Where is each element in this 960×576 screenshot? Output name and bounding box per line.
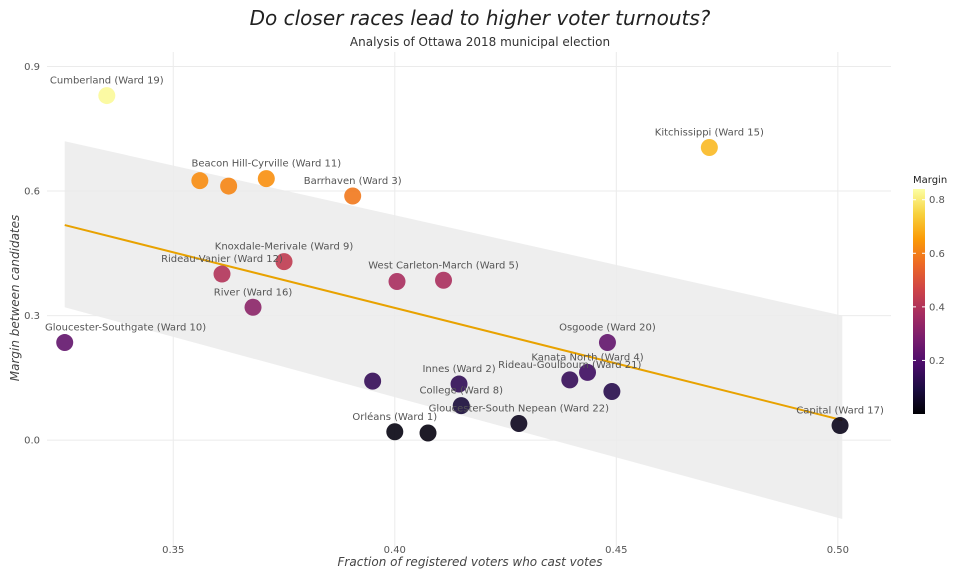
point-label: Beacon Hill-Cyrville (Ward 11) xyxy=(191,159,341,170)
point-label: Rideau-Goulbourn (Ward 21) xyxy=(498,360,641,371)
point-label: River (Ward 16) xyxy=(214,287,293,298)
data-point xyxy=(275,253,293,271)
legend-tick-label: 0.8 xyxy=(929,195,945,206)
legend-title: Margin xyxy=(913,175,947,186)
point-label: Innes (Ward 2) xyxy=(422,364,495,375)
data-point xyxy=(579,363,597,381)
confidence-band-area xyxy=(64,141,843,519)
chart-title: Do closer races lead to higher voter tur… xyxy=(249,6,711,30)
point-labels: Cumberland (Ward 19) Kitchissippi (Ward 1… xyxy=(45,76,884,423)
x-tick-label: 0.45 xyxy=(605,545,627,556)
y-axis-title: Margin between candidates xyxy=(8,215,22,382)
y-tick-label: 0.6 xyxy=(24,187,40,198)
regression-line xyxy=(64,224,843,422)
y-tick-label: 0.0 xyxy=(24,436,40,447)
legend-tick-label: 0.4 xyxy=(929,302,945,313)
data-point xyxy=(452,397,470,415)
point-label: Rideau-Vanier (Ward 12) xyxy=(161,254,283,265)
data-point xyxy=(419,424,437,442)
point-label: Knoxdale-Merivale (Ward 9) xyxy=(215,242,354,253)
point-label: Capital (Ward 17) xyxy=(796,406,884,417)
data-point xyxy=(561,371,579,389)
point-label: Cumberland (Ward 19) xyxy=(50,76,164,87)
trend-line xyxy=(64,224,843,422)
data-point xyxy=(386,423,404,441)
y-tick-label: 0.3 xyxy=(24,311,40,322)
data-point xyxy=(603,383,621,401)
point-label: Kitchissippi (Ward 15) xyxy=(655,127,764,138)
data-point xyxy=(388,273,406,291)
data-point xyxy=(598,334,616,352)
data-point xyxy=(344,187,362,205)
data-point xyxy=(450,375,468,393)
x-axis-title: Fraction of registered voters who cast v… xyxy=(338,555,603,569)
confidence-band xyxy=(64,141,843,519)
y-tick-label: 0.9 xyxy=(24,62,40,73)
x-tick-label: 0.35 xyxy=(162,545,184,556)
data-point xyxy=(213,265,231,283)
y-axis-ticks: 0.0 0.3 0.6 0.9 xyxy=(24,62,40,447)
point-label: Kanata North (Ward 4) xyxy=(531,352,643,363)
data-point xyxy=(364,372,382,390)
data-point xyxy=(831,417,849,435)
data-point xyxy=(220,177,238,195)
data-point xyxy=(257,170,275,188)
x-tick-label: 0.40 xyxy=(384,545,406,556)
data-point xyxy=(98,87,116,105)
legend-tick-label: 0.6 xyxy=(929,249,945,260)
legend-colorbar xyxy=(913,189,925,414)
color-legend: Margin 0.2 0.4 0.6 0.8 xyxy=(913,175,947,414)
data-point xyxy=(191,172,209,190)
data-point xyxy=(244,298,262,316)
data-point xyxy=(510,414,528,432)
data-point xyxy=(56,334,74,352)
point-label: Orléans (Ward 1) xyxy=(352,411,437,423)
point-label: Barrhaven (Ward 3) xyxy=(304,176,402,187)
point-label: Gloucester-Southgate (Ward 10) xyxy=(45,323,206,334)
legend-tick-label: 0.2 xyxy=(929,356,945,367)
data-point xyxy=(435,271,453,289)
point-label: Osgoode (Ward 20) xyxy=(559,323,656,334)
point-label: West Carleton-March (Ward 5) xyxy=(368,260,519,271)
x-tick-label: 0.50 xyxy=(827,545,849,556)
point-label: Gloucester-South Nepean (Ward 22) xyxy=(429,403,609,414)
x-axis-ticks: 0.35 0.40 0.45 0.50 xyxy=(162,545,849,556)
data-point xyxy=(700,138,718,156)
data-points xyxy=(56,87,849,442)
point-label: College (Ward 8) xyxy=(419,386,503,397)
legend-ticks: 0.2 0.4 0.6 0.8 xyxy=(913,195,945,367)
chart-subtitle: Analysis of Ottawa 2018 municipal electi… xyxy=(349,35,611,49)
